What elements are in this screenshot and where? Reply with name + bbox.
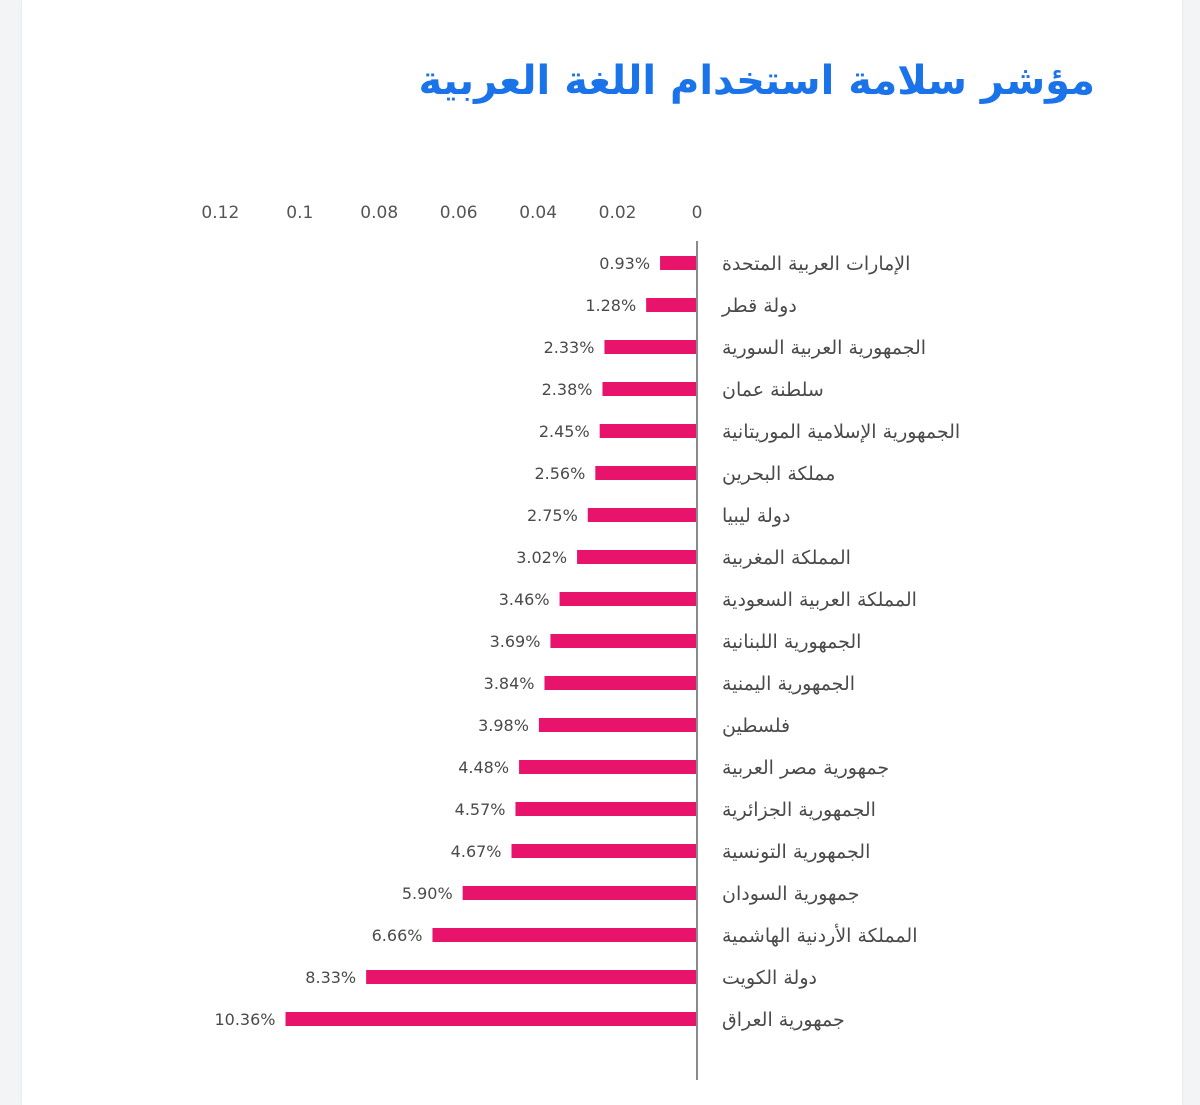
category-label: الجمهورية الجزائرية — [722, 799, 876, 821]
x-tick-label: 0.12 — [201, 203, 239, 223]
data-label: 2.45% — [539, 422, 590, 441]
bar — [285, 1012, 697, 1026]
x-tick-label: 0 — [692, 203, 703, 223]
data-label: 2.38% — [542, 380, 593, 399]
category-label: الجمهورية اليمنية — [722, 673, 855, 695]
category-label: الجمهورية الإسلامية الموريتانية — [722, 421, 960, 443]
bar — [577, 550, 697, 564]
bar — [646, 298, 697, 312]
category-labels: الإمارات العربية المتحدة دولة قطر الجمهوري… — [721, 253, 960, 1031]
x-tick-label: 0.06 — [440, 203, 478, 223]
data-label: 4.48% — [458, 758, 509, 777]
data-label: 4.57% — [455, 800, 506, 819]
bars — [285, 256, 697, 1026]
category-label: دولة الكويت — [722, 967, 817, 989]
bar — [604, 340, 697, 354]
data-label: 1.28% — [585, 296, 636, 315]
category-label: فلسطين — [722, 715, 790, 737]
bar — [559, 592, 697, 606]
data-label: 2.75% — [527, 506, 578, 525]
bar — [550, 634, 697, 648]
category-label: دولة قطر — [721, 295, 797, 317]
category-label: الجمهورية اللبنانية — [722, 631, 861, 653]
category-label: جمهورية مصر العربية — [722, 757, 889, 779]
chart-title: مؤشر سلامة استخدام اللغة العربية — [418, 58, 1095, 104]
data-label: 8.33% — [305, 968, 356, 987]
category-label: دولة ليبيا — [722, 505, 790, 527]
bar — [366, 970, 697, 984]
value-labels: 0.93% 1.28% 2.33% 2.38% 2.45% 2.56% 2.75% 3.02%… — [214, 254, 650, 1029]
bar — [519, 760, 697, 774]
data-label: 2.56% — [534, 464, 585, 483]
x-axis-ticks: 0 0.02 0.04 0.06 0.08 0.1 0.12 — [201, 203, 702, 223]
data-label: 2.33% — [544, 338, 595, 357]
bar — [462, 886, 697, 900]
category-label: مملكة البحرين — [722, 463, 835, 485]
data-label: 3.98% — [478, 716, 529, 735]
category-label: الإمارات العربية المتحدة — [722, 253, 910, 275]
category-label: جمهورية العراق — [722, 1009, 845, 1031]
data-label: 3.02% — [516, 548, 567, 567]
data-label: 10.36% — [214, 1010, 275, 1029]
bar — [511, 844, 697, 858]
bar — [538, 718, 697, 732]
data-label: 5.90% — [402, 884, 453, 903]
bar — [544, 676, 697, 690]
data-label: 4.67% — [451, 842, 502, 861]
bar — [515, 802, 697, 816]
x-tick-label: 0.1 — [286, 203, 313, 223]
category-label: الجمهورية العربية السورية — [722, 337, 926, 359]
category-label: المملكة المغربية — [722, 547, 851, 569]
x-tick-label: 0.08 — [360, 203, 398, 223]
category-label: المملكة العربية السعودية — [722, 589, 917, 611]
category-label: جمهورية السودان — [722, 883, 860, 905]
x-tick-label: 0.04 — [519, 203, 557, 223]
bar — [595, 466, 697, 480]
bar — [660, 256, 697, 270]
bar — [587, 508, 697, 522]
category-label: الجمهورية التونسية — [722, 841, 870, 863]
data-label: 3.84% — [484, 674, 535, 693]
data-label: 3.46% — [499, 590, 550, 609]
x-tick-label: 0.02 — [599, 203, 637, 223]
data-label: 3.69% — [490, 632, 541, 651]
data-label: 6.66% — [372, 926, 423, 945]
bar — [602, 382, 697, 396]
category-label: سلطنة عمان — [722, 379, 824, 401]
data-label: 0.93% — [599, 254, 650, 273]
category-label: المملكة الأردنية الهاشمية — [722, 924, 917, 947]
bar — [432, 928, 697, 942]
bar — [599, 424, 697, 438]
